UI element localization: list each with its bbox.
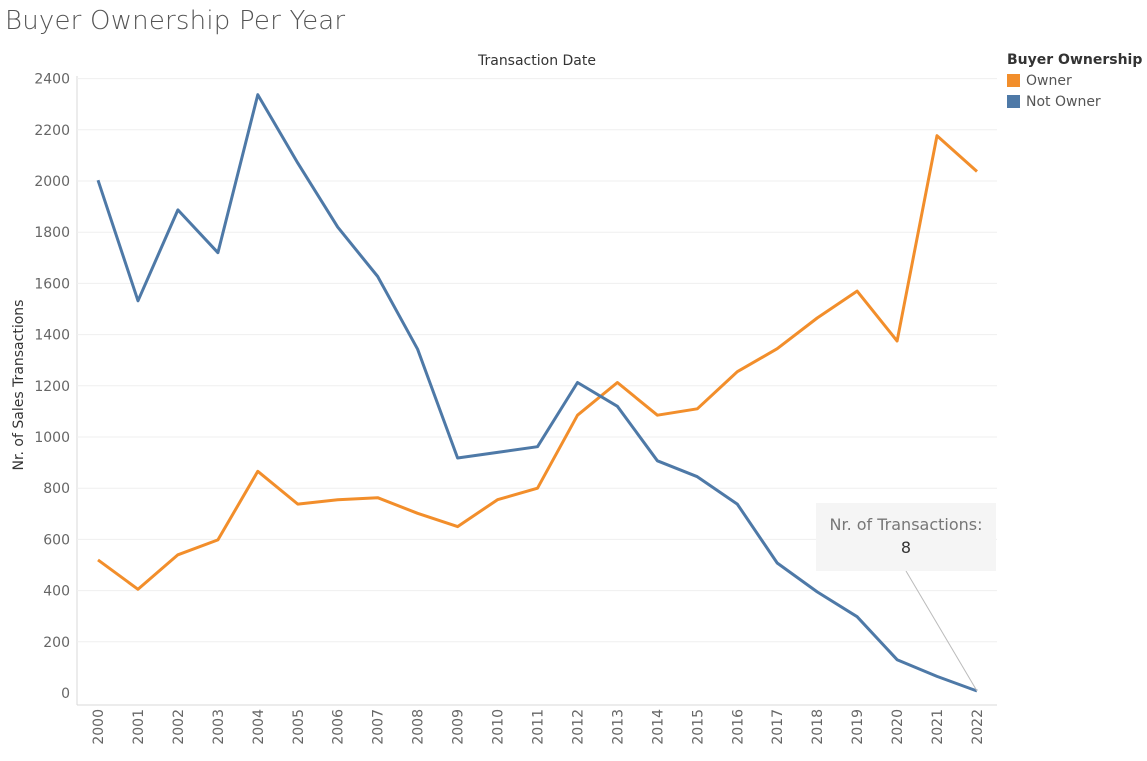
x-tick-label: 2006 <box>331 709 347 745</box>
x-tick-label: 2021 <box>930 709 946 745</box>
x-tick-label: 2015 <box>690 709 706 745</box>
y-tick-label: 2200 <box>34 123 70 139</box>
series-lines <box>96 93 979 693</box>
y-tick-label: 2000 <box>34 174 70 190</box>
x-tick-label: 2001 <box>131 709 147 745</box>
gridlines <box>76 76 997 706</box>
legend-swatch-not-owner <box>1007 95 1020 108</box>
column-header-label: Transaction Date <box>477 53 596 69</box>
x-tick-label: 2018 <box>810 709 826 745</box>
x-tick-label: 2012 <box>570 709 586 745</box>
tooltip-pointer <box>905 570 978 692</box>
legend-swatch-owner <box>1007 74 1020 87</box>
x-tick-label: 2004 <box>251 709 267 745</box>
x-tick-label: 2014 <box>650 709 666 745</box>
x-tick-label: 2022 <box>970 709 986 745</box>
x-tick-label: 2009 <box>451 709 467 745</box>
y-tick-label: 1200 <box>34 379 70 395</box>
legend-label-owner: Owner <box>1026 72 1072 89</box>
y-tick-label: 1400 <box>34 328 70 344</box>
tooltip: Nr. of Transactions: 8 <box>816 503 996 571</box>
x-tick-label: 2016 <box>730 709 746 745</box>
x-tick-label: 2010 <box>491 709 507 745</box>
tooltip-label: Nr. of Transactions: <box>829 515 983 534</box>
x-tick-label: 2007 <box>371 709 387 745</box>
x-tick-label: 2013 <box>610 709 626 745</box>
legend: Buyer Ownership Owner Not Owner <box>1007 52 1142 112</box>
series-line-not-owner[interactable] <box>96 93 978 693</box>
y-tick-label: 1000 <box>34 430 70 446</box>
x-tick-label: 2019 <box>850 709 866 745</box>
x-tick-label: 2008 <box>411 709 427 745</box>
y-tick-label: 200 <box>43 635 70 651</box>
y-axis: 0 200 400 600 800 1000 1200 1400 1600 1800 2000 220… <box>34 72 70 702</box>
x-tick-label: 2011 <box>531 709 547 745</box>
series-line-owner[interactable] <box>97 134 979 591</box>
legend-item-owner[interactable]: Owner <box>1007 70 1142 91</box>
y-tick-label: 600 <box>43 532 70 548</box>
x-tick-label: 2005 <box>291 709 307 745</box>
legend-title: Buyer Ownership <box>1007 52 1143 68</box>
y-tick-label: 2400 <box>34 72 70 88</box>
x-tick-label: 2020 <box>890 709 906 745</box>
y-tick-label: 800 <box>43 481 70 497</box>
y-tick-label: 1800 <box>34 225 70 241</box>
y-tick-label: 1600 <box>34 276 70 292</box>
x-tick-label: 2017 <box>770 709 786 745</box>
y-tick-label: 0 <box>61 686 70 702</box>
x-tick-label: 2000 <box>91 709 107 745</box>
legend-item-not-owner[interactable]: Not Owner <box>1007 91 1142 112</box>
x-tick-label: 2003 <box>211 709 227 745</box>
x-axis: 2000 2001 2002 2003 2004 2005 2006 2007 2008 2009… <box>91 709 986 745</box>
y-axis-label: Nr. of Sales Transactions <box>11 300 27 471</box>
tooltip-value: 8 <box>900 538 912 557</box>
legend-label-not-owner: Not Owner <box>1026 93 1101 110</box>
x-tick-label: 2002 <box>171 709 187 745</box>
y-tick-label: 400 <box>43 584 70 600</box>
chart-title: Buyer Ownership Per Year <box>5 6 346 36</box>
